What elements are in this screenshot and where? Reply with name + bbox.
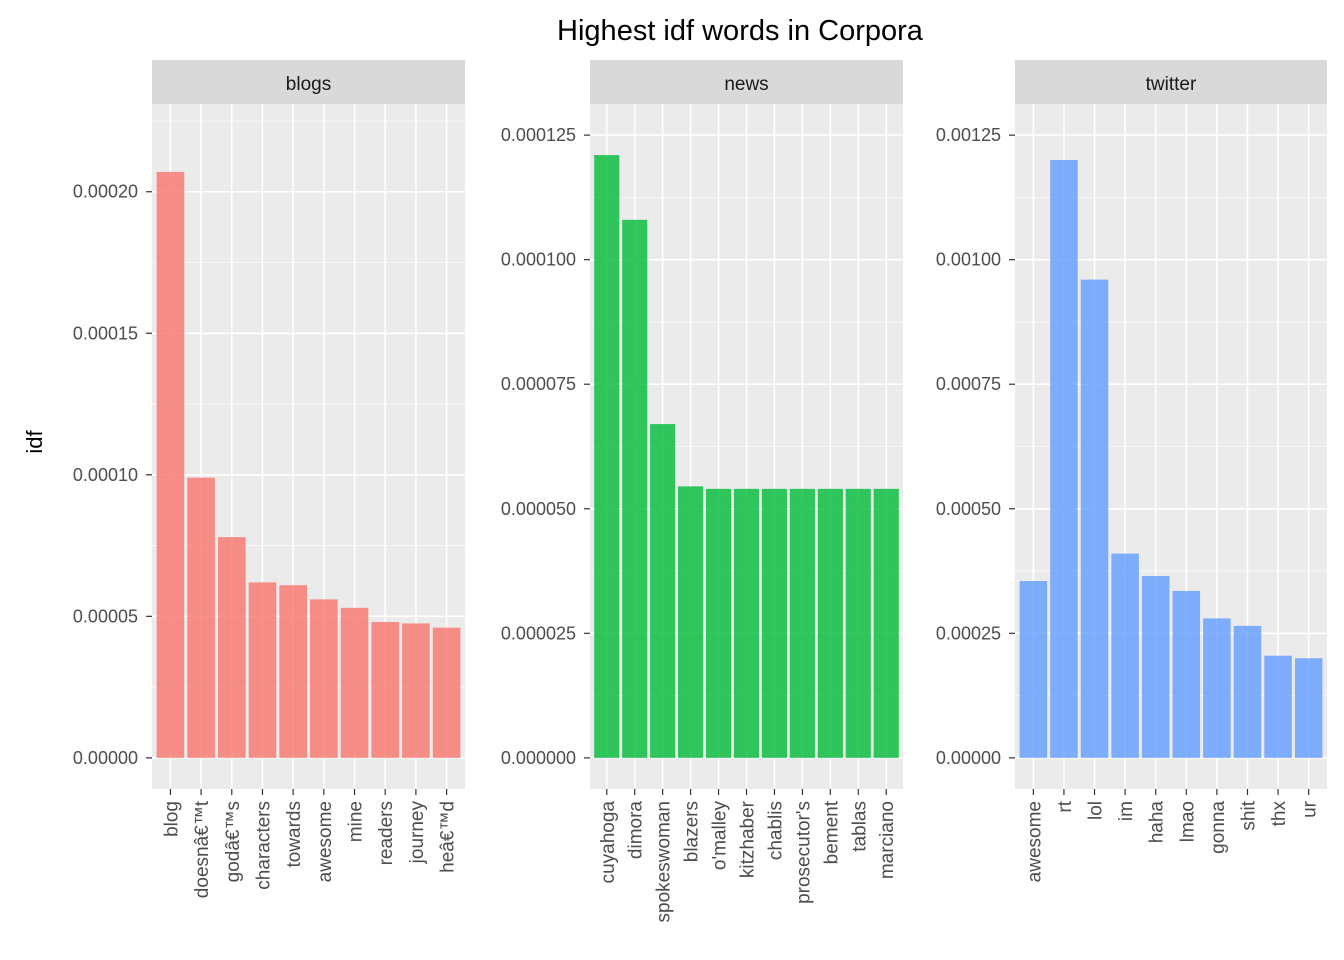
y-tick-label: 0.00015: [73, 323, 138, 343]
x-tick-label: blazers: [682, 801, 703, 862]
x-tick-label: lmao: [1177, 801, 1198, 842]
y-tick-label: 0.00100: [936, 250, 1001, 270]
x-tick-label: bement: [821, 800, 842, 864]
y-tick-label: 0.000050: [501, 499, 576, 519]
bar-blogs-8: [371, 621, 400, 758]
bar-blogs-2: [187, 477, 215, 758]
x-tick-label: blog: [161, 801, 182, 837]
bar-blogs-9: [402, 623, 430, 758]
facet-strip-label: twitter: [1146, 74, 1197, 95]
x-tick-label: mine: [346, 801, 367, 842]
bar-news-9: [817, 488, 843, 758]
x-tick-label: characters: [253, 801, 274, 890]
x-tick-label: thx: [1269, 801, 1290, 827]
facet-strip: [1015, 60, 1327, 104]
bar-news-1: [594, 155, 620, 758]
bar-news-2: [622, 219, 648, 758]
y-tick-label: 0.00125: [936, 125, 1001, 145]
chart-title: Highest idf words in Corpora: [557, 15, 924, 47]
bar-blogs-5: [279, 585, 307, 758]
x-tick-label: shit: [1238, 800, 1259, 830]
y-tick-label: 0.00010: [73, 465, 138, 485]
bar-blogs-4: [248, 582, 277, 758]
x-tick-label: lol: [1086, 801, 1107, 820]
bar-twitter-9: [1264, 655, 1292, 758]
y-tick-label: 0.000100: [501, 250, 576, 270]
x-tick-label: cuyahoga: [598, 801, 619, 884]
bar-news-6: [733, 488, 760, 758]
x-tick-label: o'malley: [710, 801, 731, 871]
x-tick-label: heâ€™d: [438, 801, 459, 873]
bar-twitter-5: [1141, 576, 1170, 758]
facet-strip: [152, 60, 465, 104]
x-tick-label: awesome: [315, 801, 336, 882]
bar-blogs-7: [340, 607, 369, 758]
x-tick-label: awesome: [1024, 801, 1045, 882]
bar-twitter-4: [1111, 553, 1139, 758]
x-tick-label: journey: [407, 801, 428, 865]
bar-news-11: [873, 488, 899, 758]
y-tick-label: 0.000075: [501, 374, 576, 394]
y-tick-label: 0.00075: [936, 374, 1001, 394]
bar-news-7: [761, 488, 788, 758]
panel-news: 0.000000 0.000025 0.000050 0.000075 0.000100…: [501, 60, 903, 922]
bar-twitter-3: [1080, 279, 1109, 758]
y-tick-label: 0.000025: [501, 623, 576, 643]
panel-twitter: 0.00000 0.00025 0.00050 0.00075 0.00100 0.001…: [936, 60, 1327, 882]
x-tick-label: marciano: [877, 801, 898, 879]
y-tick-label: 0.00020: [73, 182, 138, 202]
x-tick-label: readers: [376, 801, 397, 865]
x-tick-label: chablis: [765, 801, 786, 860]
facet-strip: [590, 60, 903, 104]
panel-blogs: 0.00000 0.00005 0.00010 0.00015 0.00020 blog d…: [73, 60, 465, 898]
bar-twitter-2: [1050, 160, 1078, 758]
y-tick-label: 0.00000: [73, 748, 138, 768]
bar-twitter-8: [1233, 625, 1262, 758]
bar-twitter-6: [1172, 590, 1201, 758]
y-tick-label: 0.00005: [73, 606, 138, 626]
y-tick-label: 0.00000: [936, 748, 1001, 768]
x-tick-label: gonna: [1208, 801, 1229, 854]
facet-strip-label: news: [724, 74, 768, 95]
bar-twitter-7: [1203, 618, 1231, 758]
bar-news-8: [789, 488, 815, 758]
y-axis-title: idf: [22, 430, 47, 454]
x-tick-label: ur: [1300, 800, 1321, 818]
bar-blogs-10: [432, 627, 461, 758]
x-tick-label: spokeswoman: [654, 801, 675, 922]
bar-blogs-6: [310, 599, 338, 758]
facet-strip-label: blogs: [286, 74, 331, 95]
x-tick-label: godâ€™s: [223, 801, 244, 882]
x-tick-label: dimora: [626, 801, 647, 860]
bar-news-10: [845, 488, 871, 758]
y-tick-label: 0.00025: [936, 623, 1001, 643]
x-tick-label: prosecutor's: [793, 801, 814, 904]
x-tick-label: kitzhaber: [738, 800, 759, 878]
x-tick-label: tablas: [849, 801, 870, 852]
x-tick-label: doesnâ€™t: [192, 800, 213, 898]
bar-twitter-1: [1019, 581, 1048, 758]
x-tick-label: haha: [1147, 801, 1168, 844]
y-tick-label: 0.00050: [936, 499, 1001, 519]
x-tick-label: im: [1116, 801, 1137, 821]
bar-twitter-10: [1294, 658, 1323, 758]
bar-news-5: [705, 488, 732, 758]
y-tick-label: 0.000125: [501, 125, 576, 145]
bar-blogs-3: [217, 537, 246, 758]
x-tick-label: towards: [284, 801, 305, 868]
bar-news-3: [650, 424, 676, 758]
bar-blogs-1: [156, 171, 185, 758]
x-tick-label: rt: [1055, 800, 1076, 812]
y-tick-label: 0.000000: [501, 748, 576, 768]
bar-news-4: [678, 486, 704, 758]
